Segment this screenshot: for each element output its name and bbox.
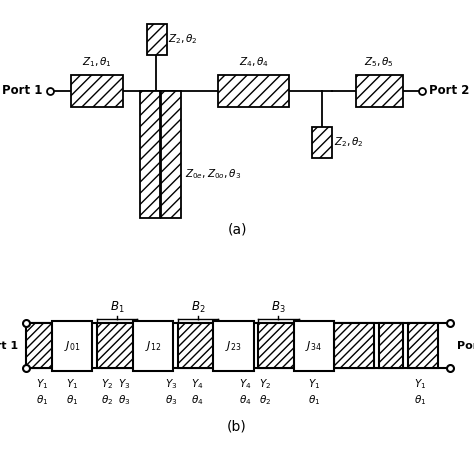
- Text: $\theta_4$: $\theta_4$: [239, 394, 251, 408]
- Text: $Y_2$: $Y_2$: [259, 377, 272, 391]
- Bar: [379, 323, 403, 368]
- Bar: [52, 321, 92, 371]
- Text: Port 1: Port 1: [2, 84, 43, 97]
- Text: $\theta_1$: $\theta_1$: [308, 394, 320, 408]
- Text: $J_{34}$: $J_{34}$: [305, 339, 322, 353]
- Text: $Y_1$: $Y_1$: [36, 377, 48, 391]
- Bar: [97, 323, 137, 368]
- Text: (a): (a): [227, 222, 247, 236]
- Text: $J_{01}$: $J_{01}$: [64, 339, 80, 353]
- Bar: [133, 321, 173, 371]
- Text: $Y_3$: $Y_3$: [165, 377, 178, 391]
- Text: $Y_4$: $Y_4$: [239, 377, 251, 391]
- Bar: [161, 91, 181, 218]
- Text: $Z_4,\theta_4$: $Z_4,\theta_4$: [238, 55, 269, 69]
- Text: $\theta_3$: $\theta_3$: [165, 394, 178, 408]
- Bar: [140, 91, 160, 218]
- Bar: [213, 321, 254, 371]
- Text: $B_2$: $B_2$: [191, 299, 205, 315]
- Text: $Z_5,\theta_5$: $Z_5,\theta_5$: [364, 55, 394, 69]
- Bar: [26, 323, 57, 368]
- Bar: [294, 321, 334, 371]
- Text: $\theta_1$: $\theta_1$: [66, 394, 78, 408]
- Text: $Y_3$: $Y_3$: [118, 377, 130, 391]
- Text: $\theta_3$: $\theta_3$: [118, 394, 130, 408]
- Bar: [218, 74, 289, 107]
- Text: $\theta_2$: $\theta_2$: [259, 394, 272, 408]
- Text: $B_1$: $B_1$: [110, 299, 125, 315]
- Text: $\theta_1$: $\theta_1$: [36, 394, 48, 408]
- Text: $B_3$: $B_3$: [271, 299, 286, 315]
- Text: $\theta_4$: $\theta_4$: [191, 394, 204, 408]
- Bar: [71, 74, 123, 107]
- Text: $Y_2$: $Y_2$: [100, 377, 113, 391]
- Text: $Z_1,\theta_1$: $Z_1,\theta_1$: [82, 55, 112, 69]
- Text: $Y_4$: $Y_4$: [191, 377, 204, 391]
- Text: Port 2: Port 2: [429, 84, 469, 97]
- Text: $\theta_1$: $\theta_1$: [414, 394, 427, 408]
- Bar: [178, 323, 218, 368]
- Bar: [147, 23, 167, 55]
- Text: (b): (b): [227, 419, 247, 433]
- Bar: [312, 127, 332, 158]
- Bar: [334, 323, 374, 368]
- Text: $Y_1$: $Y_1$: [414, 377, 427, 391]
- Text: Port 2: Port 2: [457, 341, 474, 351]
- Text: $\theta_2$: $\theta_2$: [100, 394, 113, 408]
- Bar: [258, 323, 299, 368]
- Text: $J_{23}$: $J_{23}$: [225, 339, 241, 353]
- Text: $Y_1$: $Y_1$: [308, 377, 320, 391]
- Bar: [408, 323, 438, 368]
- Text: $Z_2,\theta_2$: $Z_2,\theta_2$: [334, 136, 364, 149]
- Text: Port 1: Port 1: [0, 341, 18, 351]
- Text: $Z_2,\theta_2$: $Z_2,\theta_2$: [168, 32, 198, 46]
- Bar: [356, 74, 403, 107]
- Text: $J_{12}$: $J_{12}$: [145, 339, 161, 353]
- Text: $Z_{0e},Z_{0o},\theta_3$: $Z_{0e},Z_{0o},\theta_3$: [185, 168, 241, 181]
- Text: $Y_1$: $Y_1$: [66, 377, 78, 391]
